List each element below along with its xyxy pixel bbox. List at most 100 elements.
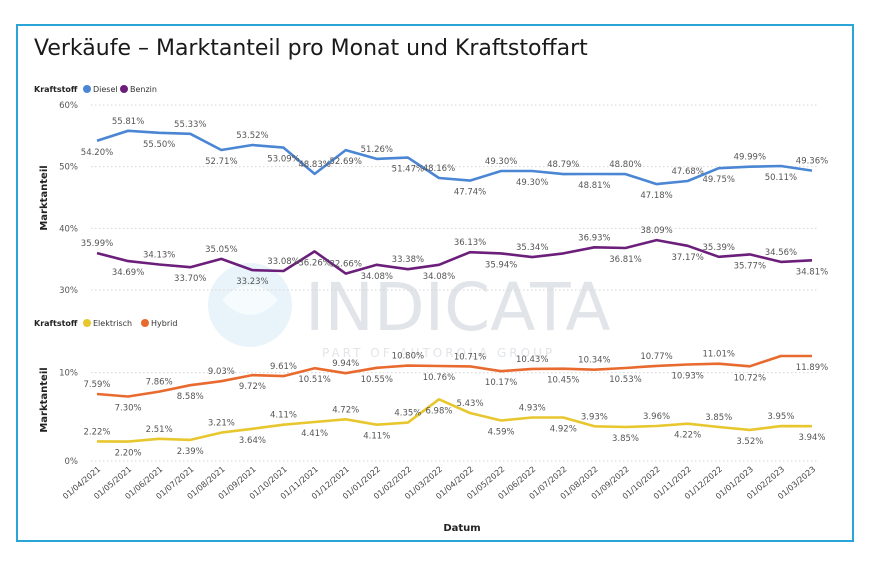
data-label-diesel: 49.36% xyxy=(796,157,828,167)
series-line-diesel xyxy=(96,129,813,186)
series-line-hybrid xyxy=(96,354,812,398)
data-label-benzin: 36.93% xyxy=(578,233,610,243)
data-label-elektrisch: 4.92% xyxy=(550,425,577,435)
data-label-benzin: 35.77% xyxy=(734,261,766,271)
data-label-hybrid: 10.53% xyxy=(609,375,641,385)
legend-marker-diesel xyxy=(83,85,91,93)
data-label-diesel: 54.20% xyxy=(81,148,113,158)
data-label-hybrid: 10.76% xyxy=(423,373,455,383)
y-tick-label: 60% xyxy=(59,101,78,111)
series-line-elektrisch xyxy=(96,397,813,443)
legend-marker-hybrid xyxy=(141,319,149,327)
data-label-elektrisch: 2.22% xyxy=(83,427,110,437)
data-label-elektrisch: 4.93% xyxy=(519,403,546,413)
data-label-hybrid: 10.77% xyxy=(640,352,672,362)
data-label-benzin: 37.17% xyxy=(671,253,703,263)
data-label-elektrisch: 4.41% xyxy=(301,429,328,439)
data-label-diesel: 48.16% xyxy=(423,164,455,174)
data-label-diesel: 52.69% xyxy=(329,157,361,167)
data-label-hybrid: 11.89% xyxy=(796,363,828,373)
data-label-elektrisch: 3.95% xyxy=(767,412,794,422)
data-label-elektrisch: 4.11% xyxy=(363,432,390,442)
data-label-elektrisch: 3.64% xyxy=(239,436,266,446)
data-label-diesel: 51.47% xyxy=(392,165,424,175)
data-label-hybrid: 9.72% xyxy=(239,382,266,392)
data-label-elektrisch: 3.96% xyxy=(643,412,670,422)
data-label-hybrid: 8.58% xyxy=(177,392,204,402)
data-label-diesel: 47.18% xyxy=(640,191,672,201)
legend-marker-benzin xyxy=(120,85,128,93)
data-label-hybrid: 7.30% xyxy=(115,404,142,414)
data-label-diesel: 48.80% xyxy=(609,160,641,170)
data-label-benzin: 35.94% xyxy=(485,260,517,270)
data-label-hybrid: 10.17% xyxy=(485,378,517,388)
y-tick-label: 40% xyxy=(59,224,78,234)
data-label-benzin: 36.13% xyxy=(454,238,486,248)
data-label-hybrid: 7.59% xyxy=(83,380,110,390)
data-label-hybrid: 9.03% xyxy=(208,367,235,377)
lower-plot: 0% 10% 2.22% 2.20% 2.51% 2.39% 3.21% 3.64% 4.11%… xyxy=(59,350,828,467)
data-label-benzin: 36.81% xyxy=(609,255,641,265)
data-label-elektrisch: 3.85% xyxy=(705,413,732,423)
data-label-benzin: 32.66% xyxy=(329,260,361,270)
data-label-elektrisch: 4.59% xyxy=(488,427,515,437)
legend-label-hybrid: Hybrid xyxy=(151,319,177,328)
watermark: INDICATA PART OF AUTOROLA GROUP xyxy=(208,263,611,360)
lower-chart: Kraftstoff Elektrisch Hybrid Marktanteil… xyxy=(34,319,481,534)
data-label-hybrid: 10.45% xyxy=(547,376,579,386)
watermark-subtext: PART OF AUTOROLA GROUP xyxy=(322,346,555,360)
data-label-elektrisch: 2.39% xyxy=(177,447,204,457)
data-label-elektrisch: 4.72% xyxy=(332,405,359,415)
data-label-benzin: 35.05% xyxy=(205,245,237,255)
data-label-hybrid: 10.93% xyxy=(671,371,703,381)
y-axis-title-lower: Marktanteil xyxy=(39,367,50,432)
y-tick-label: 30% xyxy=(59,286,78,296)
data-label-diesel: 47.74% xyxy=(454,188,486,198)
data-label-elektrisch: 3.21% xyxy=(208,419,235,429)
data-label-hybrid: 10.71% xyxy=(454,352,486,362)
data-label-diesel: 52.71% xyxy=(205,157,237,167)
watermark-text: INDICATA xyxy=(305,269,611,346)
data-label-benzin: 35.39% xyxy=(703,243,735,253)
data-label-elektrisch: 2.20% xyxy=(115,449,142,459)
x-axis-title: Datum xyxy=(443,523,480,534)
data-label-benzin: 34.13% xyxy=(143,251,175,261)
data-label-elektrisch: 6.98% xyxy=(425,406,452,416)
upper-plot: 30% 40% 50% 60% 54.20% 55.81% 55.50% 55.33% 52.7… xyxy=(59,101,828,296)
data-label-hybrid: 9.94% xyxy=(332,359,359,369)
data-label-diesel: 48.83% xyxy=(298,160,330,170)
data-label-hybrid: 10.55% xyxy=(361,375,393,385)
legend-label-diesel: Diesel xyxy=(93,85,118,94)
data-label-benzin: 33.38% xyxy=(392,255,424,265)
data-label-benzin: 35.34% xyxy=(516,243,548,253)
data-label-diesel: 48.79% xyxy=(547,160,579,170)
data-label-diesel: 55.33% xyxy=(174,120,206,130)
data-label-elektrisch: 3.93% xyxy=(581,412,608,422)
data-label-hybrid: 11.01% xyxy=(703,350,735,360)
chart-frame xyxy=(16,24,854,542)
data-label-hybrid: 10.34% xyxy=(578,356,610,366)
data-label-diesel: 48.81% xyxy=(578,181,610,191)
data-label-diesel: 51.26% xyxy=(361,145,393,155)
data-label-benzin: 35.99% xyxy=(81,239,113,249)
data-label-benzin: 34.56% xyxy=(765,248,797,258)
data-label-elektrisch: 4.11% xyxy=(270,411,297,421)
data-label-benzin: 38.09% xyxy=(640,226,672,236)
legend-title: Kraftstoff xyxy=(34,85,78,94)
data-label-hybrid: 10.51% xyxy=(298,375,330,385)
data-label-diesel: 53.09% xyxy=(267,155,299,165)
upper-chart: Kraftstoff Diesel Benzin Marktanteil xyxy=(34,85,157,231)
data-label-benzin: 33.08% xyxy=(267,257,299,267)
data-label-benzin: 33.23% xyxy=(236,277,268,287)
data-label-elektrisch: 2.51% xyxy=(146,425,173,435)
legend-title-lower: Kraftstoff xyxy=(34,319,78,328)
chart-title: Verkäufe – Marktanteil pro Monat und Kra… xyxy=(34,36,588,61)
data-label-diesel: 49.30% xyxy=(516,178,548,188)
data-label-elektrisch: 4.22% xyxy=(674,431,701,441)
data-label-hybrid: 10.43% xyxy=(516,355,548,365)
data-label-diesel: 50.11% xyxy=(765,173,797,183)
data-label-hybrid: 10.80% xyxy=(392,352,424,362)
y-axis-title-upper: Marktanteil xyxy=(39,165,50,230)
data-label-hybrid: 9.61% xyxy=(270,362,297,372)
